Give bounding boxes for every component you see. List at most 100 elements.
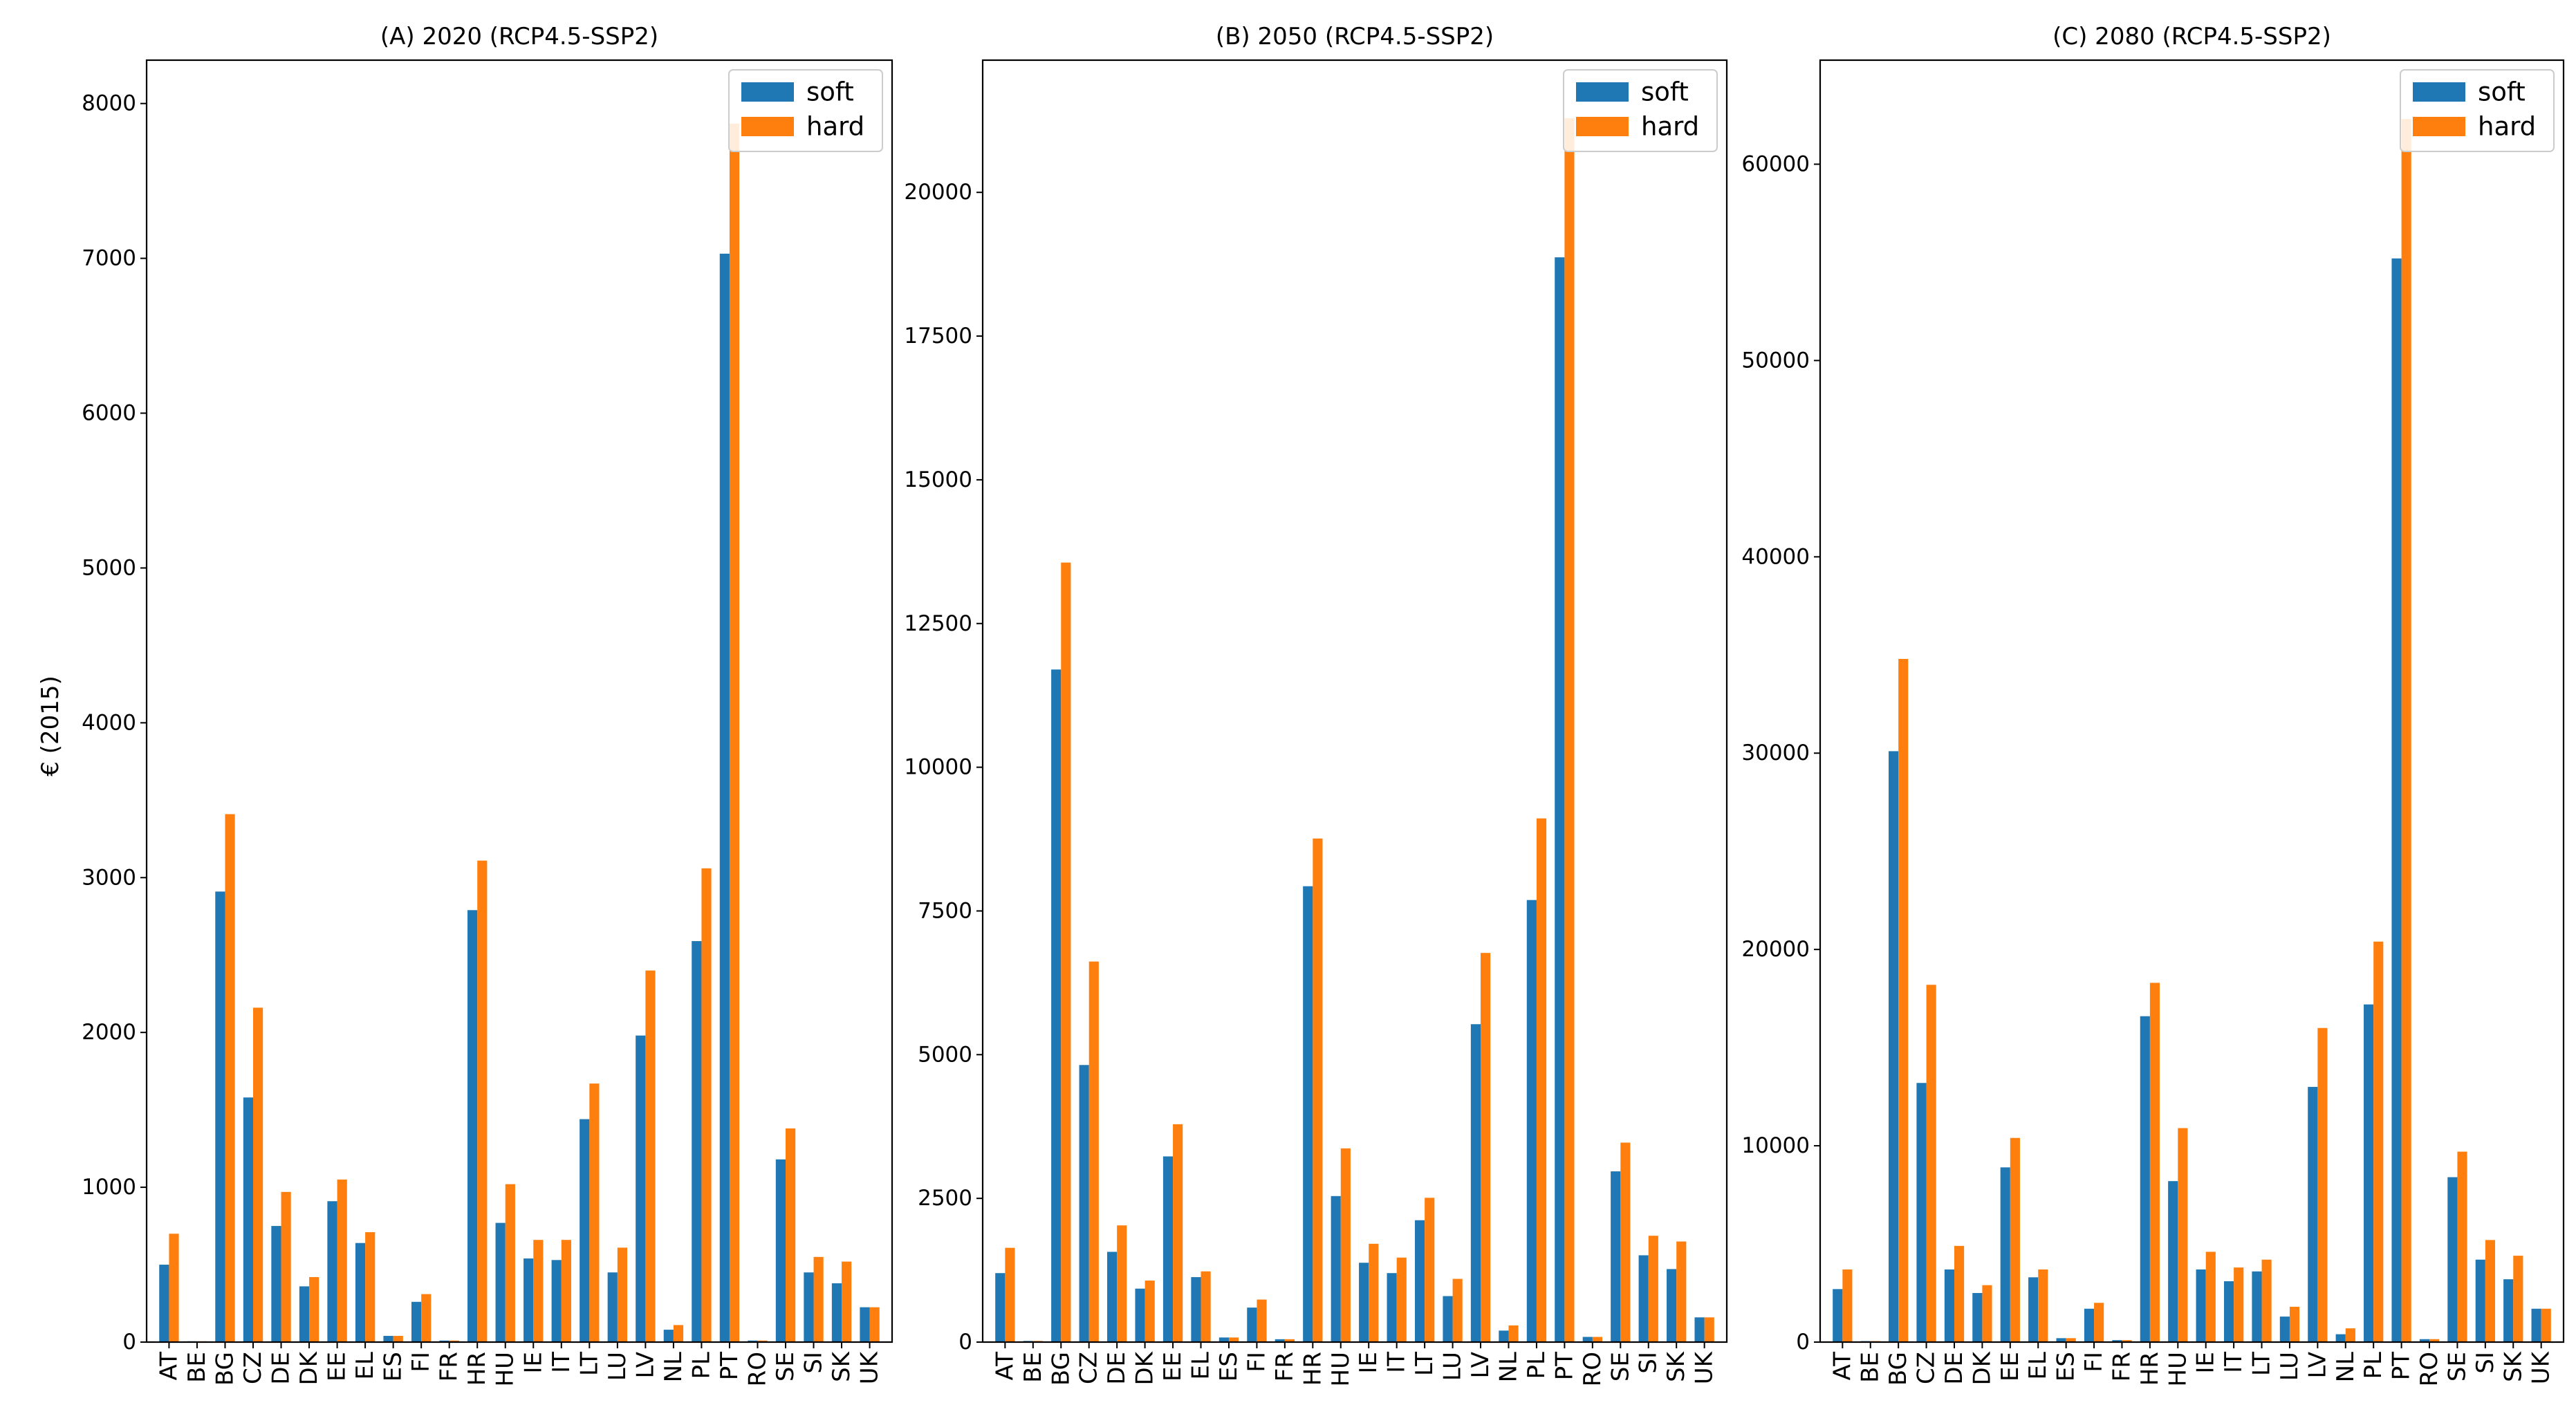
bar-hard-at [169, 1234, 179, 1342]
bar-soft-dk [299, 1286, 310, 1342]
bar-hard-sk [2513, 1256, 2523, 1342]
bar-hard-el [365, 1232, 376, 1342]
bar-hard-si [813, 1256, 824, 1342]
bar-hard-dk [1982, 1285, 1992, 1342]
bar-soft-cz [1079, 1065, 1089, 1342]
legend-label-soft: soft [806, 77, 854, 107]
bar-soft-lt [580, 1119, 590, 1342]
legend-label-soft: soft [1641, 77, 1689, 107]
bar-hard-pt [2401, 119, 2411, 1342]
x-tick-label-ee: EE [324, 1352, 351, 1382]
x-tick-label-fr: FR [1271, 1352, 1299, 1382]
x-tick-label-se: SE [772, 1352, 799, 1382]
bar-hard-si [2485, 1240, 2495, 1342]
chart-panel-c: (C) 2080 (RCP4.5-SSP2) AT BE BG CZ DE DK EE EL E… [1741, 23, 2565, 1386]
bar-soft-se [1611, 1171, 1621, 1342]
legend-swatch-hard [741, 117, 794, 136]
bar-hard-uk [1704, 1317, 1714, 1342]
bar-hard-cz [1926, 985, 1936, 1342]
bar-soft-at [1833, 1289, 1843, 1342]
x-tick-label-nl: NL [660, 1352, 687, 1382]
y-tick-label: 15000 [904, 467, 972, 492]
y-tick-label: 40000 [1741, 544, 1810, 569]
x-tick-label-hu: HU [2164, 1352, 2192, 1386]
bar-hard-es [393, 1336, 403, 1342]
x-tick-label-el: EL [351, 1352, 379, 1379]
bar-hard-dk [309, 1276, 319, 1342]
bar-soft-si [804, 1272, 814, 1342]
bar-hard-el [2038, 1269, 2048, 1342]
bar-soft-nl [1499, 1330, 1509, 1342]
bar-hard-es [2066, 1338, 2076, 1342]
x-tick-label-ro: RO [2416, 1352, 2443, 1386]
x-tick-label-sk: SK [828, 1350, 855, 1382]
bar-soft-dk [1135, 1288, 1145, 1342]
bar-soft-es [383, 1336, 393, 1342]
bar-hard-pt [1564, 118, 1575, 1342]
bar-soft-lu [1443, 1296, 1453, 1342]
y-tick-label: 20000 [1741, 937, 1810, 962]
legend-label-soft: soft [2478, 77, 2526, 107]
y-tick-label: 20000 [904, 180, 972, 205]
x-tick-label-el: EL [2024, 1352, 2052, 1379]
y-tick-label: 60000 [1741, 151, 1810, 176]
bar-hard-es [1228, 1337, 1239, 1342]
x-tick-label-be: BE [1857, 1352, 1884, 1383]
bar-hard-nl [2345, 1328, 2355, 1342]
bar-soft-at [995, 1273, 1006, 1342]
x-tick-label-cz: CZ [239, 1352, 267, 1384]
bar-hard-fi [421, 1294, 432, 1342]
x-tick-label-be: BE [1019, 1352, 1047, 1383]
x-tick-label-bg: BG [1047, 1352, 1075, 1386]
bar-hard-ie [1369, 1243, 1379, 1342]
bar-soft-lu [607, 1272, 618, 1342]
x-tick-label-ie: IE [1355, 1352, 1382, 1374]
bar-hard-se [786, 1128, 796, 1342]
bar-hard-ie [2205, 1252, 2216, 1342]
bar-hard-hu [2178, 1128, 2188, 1342]
x-tick-label-fi: FI [2080, 1352, 2108, 1373]
bar-soft-pl [1526, 900, 1537, 1342]
y-tick-label: 4000 [82, 710, 136, 735]
x-tick-label-ro: RO [1579, 1352, 1606, 1386]
chart-title: (A) 2020 (RCP4.5-SSP2) [380, 23, 658, 50]
x-tick-label-fr: FR [436, 1352, 463, 1382]
bar-soft-pl [2364, 1004, 2374, 1342]
bar-soft-ro [1582, 1337, 1593, 1342]
bar-soft-ee [327, 1201, 337, 1342]
x-tick-label-lu: LU [2276, 1352, 2304, 1381]
bar-hard-lv [2317, 1027, 2328, 1342]
y-tick-label: 0 [958, 1330, 972, 1355]
bar-soft-ee [2000, 1167, 2010, 1342]
bar-hard-se [2457, 1151, 2467, 1342]
legend-label-hard: hard [2478, 112, 2536, 142]
bar-soft-el [1191, 1277, 1201, 1342]
bar-soft-sk [1667, 1269, 1677, 1342]
bar-soft-sk [2503, 1279, 2514, 1342]
y-tick-label: 5000 [82, 555, 136, 580]
bar-hard-fi [2094, 1303, 2104, 1342]
bar-soft-de [1944, 1269, 1954, 1342]
bar-hard-ro [2429, 1339, 2440, 1342]
bar-hard-nl [673, 1325, 684, 1342]
bar-hard-lv [1481, 953, 1491, 1342]
x-tick-label-lu: LU [604, 1352, 631, 1381]
bar-hard-pl [701, 868, 712, 1342]
x-tick-label-es: ES [2053, 1352, 2080, 1382]
x-tick-label-bg: BG [211, 1352, 239, 1386]
bar-hard-hu [505, 1184, 515, 1342]
bar-soft-pt [1555, 257, 1565, 1343]
bar-soft-ie [523, 1258, 534, 1342]
bar-soft-fi [2084, 1308, 2095, 1342]
bar-hard-at [1005, 1247, 1015, 1342]
x-tick-label-it: IT [2220, 1352, 2248, 1373]
bar-hard-uk [2541, 1308, 2551, 1342]
bar-hard-pl [1536, 818, 1547, 1342]
x-tick-label-be: BE [183, 1352, 211, 1383]
x-tick-label-se: SE [1606, 1352, 1634, 1382]
bar-hard-nl [1508, 1325, 1519, 1342]
legend-label-hard: hard [1641, 112, 1699, 142]
chart-title: (C) 2080 (RCP4.5-SSP2) [2053, 23, 2331, 50]
bar-soft-uk [860, 1307, 870, 1342]
bar-soft-el [355, 1243, 366, 1342]
